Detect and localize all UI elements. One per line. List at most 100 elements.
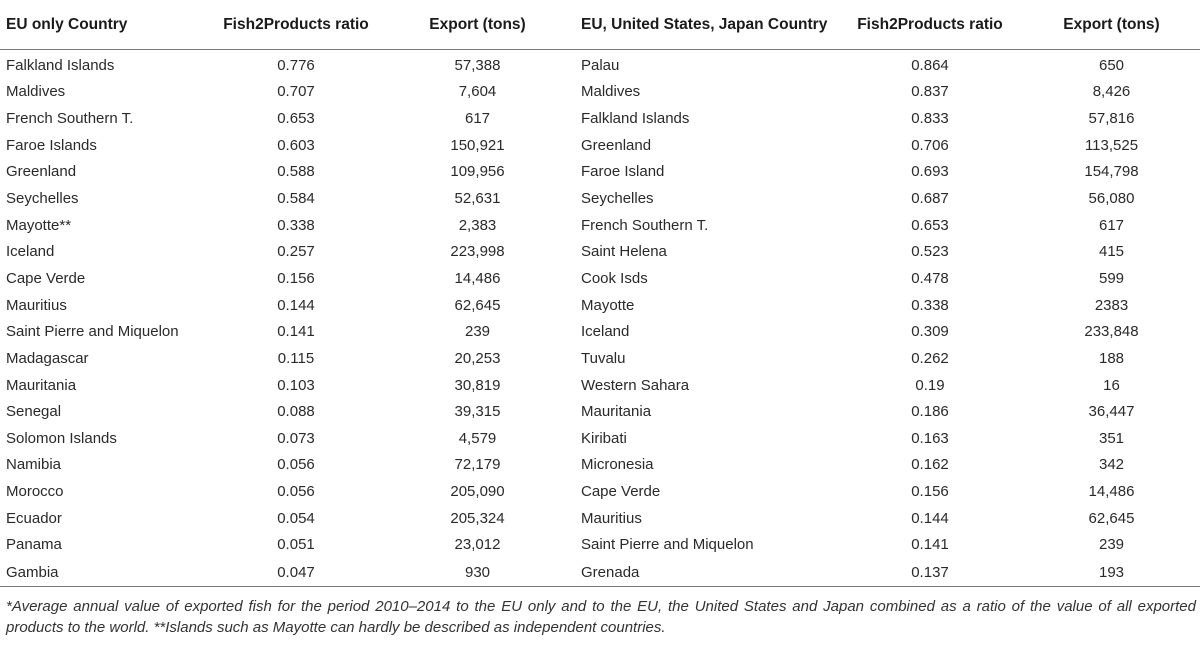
cell-euusjp-country: Cape Verde	[581, 483, 661, 501]
cell-eu-country: Madagascar	[6, 349, 89, 367]
cell-euusjp-country: Seychelles	[581, 190, 654, 208]
cell-euusjp-export: 16	[1103, 376, 1120, 394]
cell-eu-ratio: 0.707	[277, 83, 315, 101]
cell-eu-export: 20,253	[454, 349, 501, 367]
cell-eu-country: Faroe Islands	[6, 136, 97, 154]
cell-eu-export: 223,998	[450, 243, 505, 261]
cell-euusjp-country: Kiribati	[581, 429, 627, 447]
cell-eu-ratio: 0.584	[277, 190, 315, 208]
cell-euusjp-country: Maldives	[581, 83, 641, 101]
cell-eu-country: Mauritania	[6, 376, 77, 394]
cell-eu-country: Namibia	[6, 456, 62, 474]
table-row: Mauritius 0.144 62,645 Mayotte 0.338 2383	[0, 292, 1200, 319]
cell-eu-country: Seychelles	[6, 190, 79, 208]
cell-eu-country: French Southern T.	[6, 110, 134, 128]
cell-eu-ratio: 0.073	[277, 429, 315, 447]
cell-euusjp-export: 2383	[1094, 296, 1129, 314]
cell-euusjp-export: 342	[1098, 456, 1125, 474]
table-row: Ecuador 0.054 205,324 Mauritius 0.144 62,645	[0, 505, 1200, 532]
cell-eu-ratio: 0.144	[277, 296, 315, 314]
cell-eu-country: Iceland	[6, 243, 55, 261]
cell-eu-ratio: 0.141	[277, 323, 315, 341]
cell-eu-export: 205,324	[450, 509, 505, 527]
cell-euusjp-ratio: 0.837	[911, 83, 949, 101]
cell-eu-country: Saint Pierre and Miquelon	[6, 323, 179, 341]
cell-eu-export: 930	[380, 558, 575, 588]
table-row: French Southern T. 0.653 617 Falkland Islan…	[0, 105, 1200, 132]
cell-euusjp-country: Mayotte	[581, 296, 635, 314]
cell-euusjp-export: 14,486	[1088, 483, 1135, 501]
cell-eu-country: Solomon Islands	[6, 429, 117, 447]
cell-eu-ratio: 0.338	[277, 216, 315, 234]
cell-eu-ratio: 0.257	[277, 243, 315, 261]
table-row: Morocco 0.056 205,090 Cape Verde 0.156 14,486	[0, 478, 1200, 505]
cell-euusjp-export: 650	[1098, 56, 1125, 74]
cell-euusjp-export: 239	[1098, 536, 1125, 554]
cell-eu-export: 4,579	[458, 429, 497, 447]
table-row: Mayotte** 0.338 2,383 French Southern T. 0.6…	[0, 212, 1200, 239]
cell-euusjp-country: Tuvalu	[581, 349, 626, 367]
header-euusjp-ratio: Fish2Products ratio	[837, 0, 1023, 50]
cell-euusjp-export: 57,816	[1088, 110, 1135, 128]
cell-eu-ratio: 0.056	[277, 456, 315, 474]
header-eu-ratio: Fish2Products ratio	[212, 0, 380, 50]
cell-euusjp-country: Mauritius	[581, 509, 642, 527]
cell-eu-export: 14,486	[454, 269, 501, 287]
cell-euusjp-ratio: 0.833	[911, 110, 949, 128]
cell-eu-country: Maldives	[6, 83, 66, 101]
cell-eu-country: Mauritius	[6, 296, 67, 314]
table-row: Namibia 0.056 72,179 Micronesia 0.162 342	[0, 452, 1200, 479]
cell-euusjp-ratio: 0.19	[915, 376, 945, 394]
header-eu-export: Export (tons)	[380, 0, 575, 50]
cell-eu-ratio: 0.051	[277, 536, 315, 554]
cell-euusjp-export: 56,080	[1088, 190, 1135, 208]
table-header: EU only Country Fish2Products ratio Expo…	[0, 0, 1200, 50]
table-row: Iceland 0.257 223,998 Saint Helena 0.523 415	[0, 238, 1200, 265]
cell-euusjp-export: 36,447	[1088, 403, 1135, 421]
cell-euusjp-country: Iceland	[581, 323, 630, 341]
cell-euusjp-country: Grenada	[575, 558, 837, 588]
cell-euusjp-ratio: 0.478	[911, 269, 949, 287]
cell-euusjp-country: Palau	[581, 56, 620, 74]
table-row: Senegal 0.088 39,315 Mauritania 0.186 36,447	[0, 398, 1200, 425]
cell-eu-country: Senegal	[6, 403, 62, 421]
cell-euusjp-export: 617	[1098, 216, 1125, 234]
cell-euusjp-country: Saint Pierre and Miquelon	[581, 536, 754, 554]
table-row: Greenland 0.588 109,956 Faroe Island 0.693 15…	[0, 159, 1200, 186]
cell-euusjp-export: 113,525	[1084, 136, 1139, 154]
cell-eu-country: Greenland	[6, 163, 77, 181]
cell-eu-ratio: 0.653	[277, 110, 315, 128]
cell-eu-export: 2,383	[458, 216, 497, 234]
cell-eu-country: Cape Verde	[6, 269, 86, 287]
cell-euusjp-country: Faroe Island	[581, 163, 665, 181]
cell-eu-ratio: 0.047	[212, 558, 380, 588]
cell-euusjp-country: Greenland	[581, 136, 652, 154]
cell-euusjp-export: 188	[1098, 349, 1125, 367]
cell-euusjp-country: Cook Isds	[581, 269, 648, 287]
cell-euusjp-ratio: 0.156	[911, 483, 949, 501]
cell-euusjp-ratio: 0.706	[911, 136, 949, 154]
table-body: Falkland Islands 0.776 57,388 Palau 0.864 650…	[0, 50, 1200, 588]
cell-euusjp-country: Western Sahara	[581, 376, 690, 394]
cell-eu-export: 52,631	[454, 190, 501, 208]
cell-euusjp-country: Mauritania	[581, 403, 652, 421]
cell-eu-country: Falkland Islands	[6, 56, 115, 74]
header-euusjp-export: Export (tons)	[1023, 0, 1200, 50]
cell-eu-export: 57,388	[454, 56, 501, 74]
cell-euusjp-ratio: 0.186	[911, 403, 949, 421]
cell-eu-export: 72,179	[454, 456, 501, 474]
cell-eu-export: 205,090	[450, 483, 505, 501]
table-row: Cape Verde 0.156 14,486 Cook Isds 0.478 599	[0, 265, 1200, 292]
table-footnote: *Average annual value of exported fish f…	[6, 598, 1196, 636]
cell-eu-country: Morocco	[6, 483, 64, 501]
table-row: Mauritania 0.103 30,819 Western Sahara 0.19 1…	[0, 372, 1200, 399]
cell-eu-ratio: 0.588	[277, 163, 315, 181]
cell-eu-export: 239	[464, 323, 491, 341]
cell-euusjp-country: French Southern T.	[581, 216, 709, 234]
table-row: Madagascar 0.115 20,253 Tuvalu 0.262 188	[0, 345, 1200, 372]
cell-eu-ratio: 0.156	[277, 269, 315, 287]
cell-eu-export: 62,645	[454, 296, 501, 314]
cell-euusjp-export: 351	[1098, 429, 1125, 447]
table-row: Maldives 0.707 7,604 Maldives 0.837 8,426	[0, 79, 1200, 106]
cell-eu-ratio: 0.115	[277, 349, 315, 367]
